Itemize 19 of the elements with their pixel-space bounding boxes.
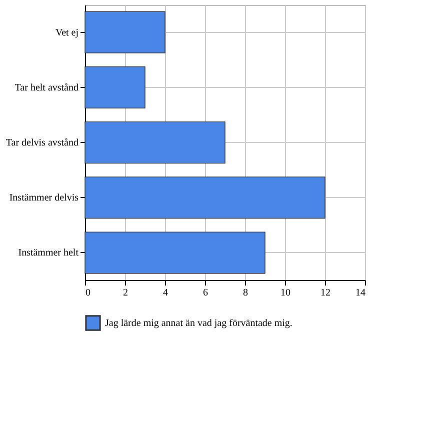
x-tick-label: 2 (123, 288, 128, 298)
x-tick-label: 4 (163, 288, 168, 298)
bar (84, 176, 326, 219)
x-tick-label: 6 (203, 288, 208, 298)
x-tick-label: 12 (320, 288, 330, 298)
bar (84, 121, 226, 164)
y-tick-label: Instämmer helt (18, 248, 79, 259)
x-tick-label: 14 (356, 288, 366, 298)
bar (84, 66, 146, 108)
x-tick-label: 10 (280, 288, 290, 298)
y-tick-label: Tar helt avstånd (14, 82, 78, 94)
bar (84, 232, 266, 274)
x-tick-label: 0 (86, 288, 90, 298)
bar (84, 11, 166, 54)
y-tick-label: Tar delvis avstånd (6, 138, 78, 148)
legend-label: Jag lärde mig annat än vad jag förväntade mig. (105, 318, 292, 329)
x-tick-label: 8 (243, 288, 248, 298)
y-tick-label: Vet ej (55, 27, 78, 38)
y-tick-label: Instämmer delvis (9, 192, 79, 204)
